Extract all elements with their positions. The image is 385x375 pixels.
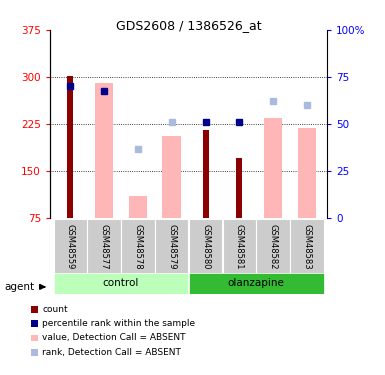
Text: GSM48580: GSM48580 — [201, 224, 210, 269]
Bar — [256, 219, 290, 274]
Text: GSM48583: GSM48583 — [303, 224, 311, 269]
Bar — [31, 306, 38, 313]
Bar — [189, 219, 222, 274]
Text: count: count — [42, 305, 68, 314]
Text: GDS2608 / 1386526_at: GDS2608 / 1386526_at — [116, 19, 261, 32]
Bar — [87, 219, 121, 274]
Bar — [189, 273, 324, 294]
Text: rank, Detection Call = ABSENT: rank, Detection Call = ABSENT — [42, 348, 181, 357]
Bar — [31, 349, 38, 355]
Bar — [54, 273, 189, 294]
Text: GSM48559: GSM48559 — [66, 224, 75, 269]
Bar — [236, 158, 243, 218]
Bar — [67, 76, 74, 217]
Bar — [290, 219, 324, 274]
Text: GSM48582: GSM48582 — [269, 224, 278, 269]
Bar — [203, 130, 209, 218]
Text: GSM48577: GSM48577 — [100, 224, 109, 269]
Text: percentile rank within the sample: percentile rank within the sample — [42, 319, 196, 328]
Bar — [129, 196, 147, 217]
Bar — [162, 136, 181, 218]
Bar — [223, 219, 256, 274]
Bar — [31, 320, 38, 327]
Text: olanzapine: olanzapine — [228, 279, 285, 288]
Text: GSM48581: GSM48581 — [235, 224, 244, 269]
Bar — [298, 128, 316, 217]
Text: control: control — [103, 279, 139, 288]
Bar — [31, 334, 38, 341]
Bar — [95, 83, 114, 218]
Bar — [264, 117, 283, 218]
Text: agent: agent — [5, 282, 35, 292]
Bar — [121, 219, 155, 274]
Bar — [155, 219, 189, 274]
Bar — [54, 219, 87, 274]
Text: GSM48579: GSM48579 — [167, 224, 176, 269]
Text: GSM48578: GSM48578 — [134, 224, 142, 269]
Text: value, Detection Call = ABSENT: value, Detection Call = ABSENT — [42, 333, 186, 342]
